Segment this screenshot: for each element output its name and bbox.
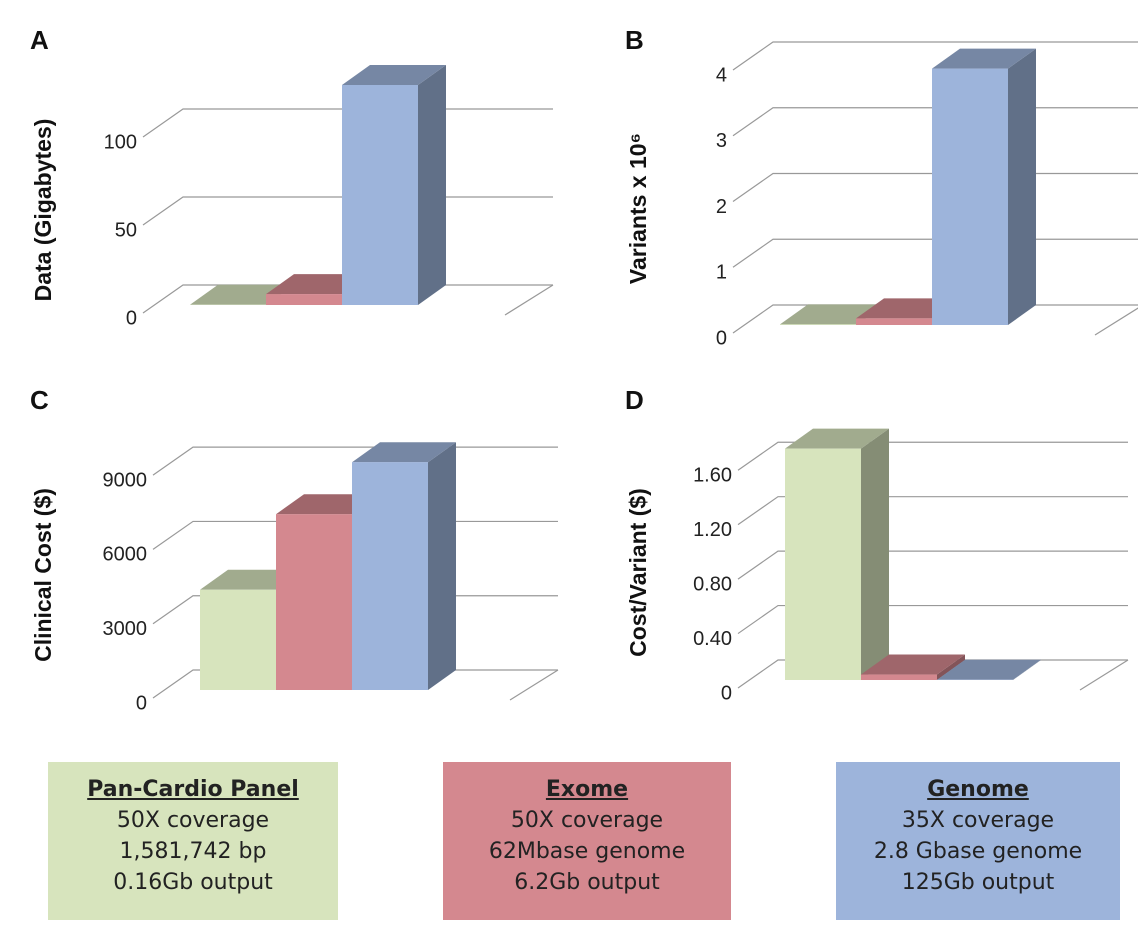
y-tick-label: 0	[721, 682, 732, 704]
bar-top	[352, 442, 456, 463]
y-tick-label: 0.80	[693, 573, 732, 595]
legend-detail: 2.8 Gbase genome	[873, 839, 1083, 864]
legend-box: Exome 50X coverage 62Mbase genome 6.2Gb out…	[443, 762, 731, 920]
bar	[352, 442, 456, 690]
bar-front	[785, 448, 861, 680]
y-axis-label: Variants x 10⁶	[625, 133, 651, 284]
grid-line	[737, 441, 1128, 471]
bar	[785, 428, 889, 680]
panel-label: A	[30, 25, 49, 55]
y-tick-label: 6000	[103, 544, 148, 566]
y-tick-label: 9000	[103, 469, 148, 491]
legend-detail: 50X coverage	[116, 808, 270, 833]
bar-side	[418, 65, 446, 305]
bar-front	[200, 589, 276, 690]
grid-line	[737, 604, 1128, 635]
grid-line	[737, 496, 1128, 526]
grid-line	[737, 550, 1128, 580]
y-tick-label: 1	[716, 262, 727, 284]
floor-edge	[1094, 307, 1138, 336]
floor-edge	[1079, 659, 1129, 691]
y-tick-label: 4	[716, 64, 727, 86]
legend-name: Genome	[927, 777, 1029, 802]
bar	[937, 659, 1041, 680]
legend-detail: 62Mbase genome	[488, 839, 686, 864]
bar-side	[1013, 659, 1041, 680]
y-tick-label: 100	[104, 131, 137, 153]
legend-name: Exome	[545, 777, 629, 802]
bar-front	[780, 324, 856, 325]
bar-front	[342, 85, 418, 305]
y-tick-label: 3000	[103, 618, 148, 640]
y-tick-label: 50	[115, 219, 137, 241]
legend-box: Genome 35X coverage 2.8 Gbase genome 125Gb …	[836, 762, 1120, 920]
y-tick-label: 1.20	[693, 519, 732, 541]
legend-detail: 6.2Gb output	[514, 870, 660, 895]
panel-label: D	[625, 385, 644, 415]
bar-side	[937, 654, 965, 680]
bar-front	[266, 294, 342, 305]
floor-edge	[504, 284, 554, 316]
panel-label: C	[30, 385, 49, 415]
y-tick-label: 0	[716, 327, 727, 349]
y-tick-label: 0	[136, 692, 147, 714]
y-tick-label: 3	[716, 130, 727, 152]
bar-front	[276, 514, 352, 690]
y-axis-label: Data (Gigabytes)	[30, 119, 56, 302]
bar-side	[1008, 48, 1036, 325]
bar-top	[937, 659, 1041, 680]
y-axis-label: Cost/Variant ($)	[625, 488, 651, 657]
legend-detail: 35X coverage	[901, 808, 1055, 833]
bar-front	[856, 318, 932, 325]
y-tick-label: 0.40	[693, 628, 732, 650]
bar-top	[861, 654, 965, 675]
bar-side	[428, 442, 456, 690]
bar	[342, 65, 446, 305]
bar-top	[932, 48, 1036, 69]
legend-detail: 125Gb output	[901, 870, 1055, 895]
y-tick-label: 1.60	[693, 465, 732, 487]
bar	[861, 654, 965, 680]
grid-line	[732, 41, 1138, 71]
panel-label: B	[625, 25, 644, 55]
y-axis-label: Clinical Cost ($)	[30, 488, 56, 662]
bar-top	[342, 65, 446, 85]
legend-box: Pan-Cardio Panel 50X coverage 1,581,742 bp…	[48, 762, 338, 920]
bar-side	[861, 428, 889, 680]
y-tick-label: 0	[126, 307, 137, 329]
bar	[932, 48, 1036, 325]
legend-detail: 50X coverage	[510, 808, 664, 833]
bar-front	[932, 68, 1008, 325]
bar-front	[352, 462, 428, 690]
legend-detail: 0.16Gb output	[113, 870, 273, 895]
floor-edge	[509, 669, 559, 701]
legend-detail: 1,581,742 bp	[119, 839, 267, 864]
y-tick-label: 2	[716, 196, 727, 218]
bar-front	[861, 674, 937, 680]
legend-name: Pan-Cardio Panel	[87, 777, 299, 802]
bar-top	[785, 428, 889, 449]
